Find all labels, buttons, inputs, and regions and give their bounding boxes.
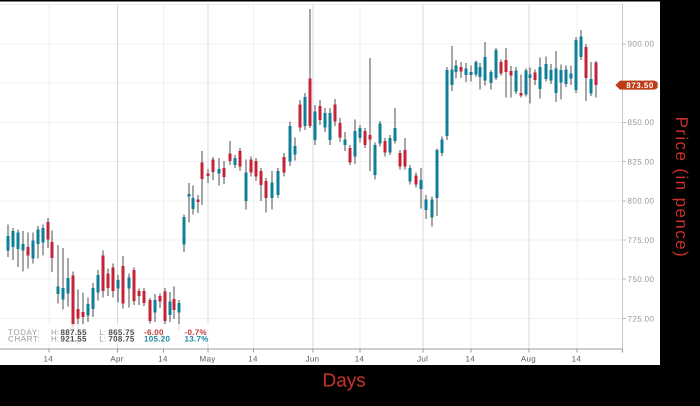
svg-text:14: 14: [355, 354, 365, 363]
svg-text:800.00: 800.00: [628, 197, 655, 206]
svg-text:-6.00: -6.00: [144, 328, 164, 337]
svg-text:L:: L:: [99, 328, 106, 337]
svg-text:H:: H:: [51, 328, 59, 337]
svg-text:-0.7%: -0.7%: [185, 328, 207, 337]
svg-text:775.00: 775.00: [628, 236, 655, 245]
svg-text:Aug: Aug: [521, 354, 536, 363]
svg-text:725.00: 725.00: [628, 314, 655, 323]
svg-text:Jun: Jun: [306, 354, 320, 363]
svg-text:900.00: 900.00: [628, 40, 655, 49]
svg-text:L:: L:: [99, 335, 106, 344]
svg-text:887.55: 887.55: [61, 328, 88, 337]
svg-text:850.00: 850.00: [628, 118, 655, 127]
svg-text:921.55: 921.55: [61, 335, 88, 344]
svg-text:H:: H:: [51, 335, 59, 344]
svg-text:Jul: Jul: [417, 354, 428, 363]
svg-text:105.20: 105.20: [144, 335, 171, 344]
svg-text:14: 14: [466, 354, 476, 363]
svg-text:Apr: Apr: [110, 354, 123, 363]
svg-text:14: 14: [158, 354, 168, 363]
svg-text:750.00: 750.00: [628, 275, 655, 284]
svg-text:CHART:: CHART:: [8, 335, 40, 344]
svg-text:Price (in pence): Price (in pence): [672, 117, 691, 258]
svg-text:825.00: 825.00: [628, 157, 655, 166]
svg-text:14: 14: [44, 354, 54, 363]
svg-text:TODAY:: TODAY:: [8, 328, 40, 337]
svg-text:865.75: 865.75: [108, 328, 135, 337]
svg-text:Days: Days: [323, 370, 366, 391]
svg-text:May: May: [199, 354, 215, 363]
svg-text:873.50: 873.50: [626, 81, 654, 90]
svg-text:13.7%: 13.7%: [185, 335, 209, 344]
svg-text:708.75: 708.75: [108, 335, 135, 344]
svg-text:14: 14: [572, 354, 582, 363]
svg-text:14: 14: [248, 354, 258, 363]
